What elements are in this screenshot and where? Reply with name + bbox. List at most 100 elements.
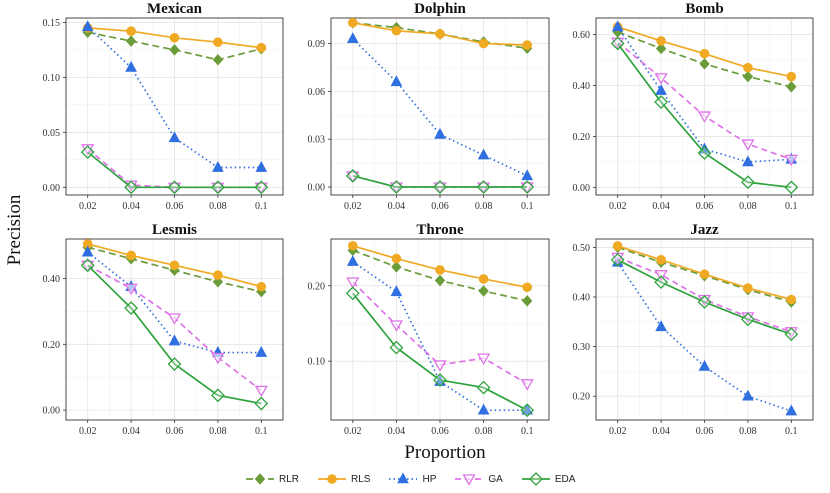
legend-item-hp: HP xyxy=(388,472,436,486)
point-eda xyxy=(654,95,669,109)
point-eda xyxy=(389,340,404,355)
y-tick-label: 0.06 xyxy=(308,87,326,98)
x-tick-label: 0.04 xyxy=(388,201,406,212)
point-hp xyxy=(125,60,137,72)
point-rls xyxy=(699,48,710,59)
point-rls xyxy=(169,32,180,43)
legend-marker-rlr xyxy=(254,473,266,485)
point-eda xyxy=(124,180,139,195)
point-rls xyxy=(435,29,445,39)
point-eda xyxy=(740,312,755,327)
legend-swatch xyxy=(318,474,347,484)
point-eda xyxy=(784,180,799,195)
series-line-eda xyxy=(617,42,792,189)
point-ga xyxy=(654,73,668,85)
point-ga xyxy=(167,313,182,325)
x-tick-label: 0.06 xyxy=(166,426,184,437)
point-rlr xyxy=(212,54,224,66)
point-rls xyxy=(126,26,136,36)
point-hp xyxy=(346,255,359,266)
x-tick-label: 0.1 xyxy=(255,201,268,212)
point-eda xyxy=(476,380,491,395)
y-tick-label: 0.40 xyxy=(573,293,591,304)
x-tick-label: 0.08 xyxy=(739,426,757,437)
point-hp xyxy=(742,389,754,401)
legend-item-rls: RLS xyxy=(317,472,370,486)
legend-marker-eda xyxy=(528,472,543,486)
point-hp xyxy=(785,404,798,416)
y-tick-label: 0.20 xyxy=(308,281,326,292)
panel-bomb: Bomb 0.02 0.04 0.06 0.08 0.1 0.00 0.20 0.40 0.60 xyxy=(573,1,814,212)
x-tick-label: 0.1 xyxy=(521,426,534,437)
point-hp xyxy=(212,160,224,172)
point-ga xyxy=(784,154,798,167)
x-tick-label: 0.06 xyxy=(166,201,184,212)
y-tick-label: 0.10 xyxy=(43,73,61,84)
point-ga xyxy=(124,283,138,296)
y-tick-label: 0.00 xyxy=(308,183,326,194)
series-line-eda xyxy=(352,292,528,411)
y-tick-label: 0.09 xyxy=(308,39,326,50)
point-eda xyxy=(254,180,269,195)
point-hp xyxy=(168,131,181,143)
x-tick-label: 0.08 xyxy=(209,201,227,212)
point-hp xyxy=(168,334,181,346)
x-tick-label: 0.06 xyxy=(696,426,714,437)
x-tick-label: 0.06 xyxy=(431,201,449,212)
point-rls xyxy=(256,281,267,292)
y-tick-label: 0.40 xyxy=(573,81,591,92)
point-rls xyxy=(612,241,623,251)
y-tick-label: 0.30 xyxy=(573,342,591,353)
point-rls xyxy=(478,274,489,284)
y-tick-label: 0.03 xyxy=(308,135,326,146)
point-rls xyxy=(743,283,753,293)
y-axis-label: Precision xyxy=(4,194,25,265)
x-tick-label: 0.1 xyxy=(785,426,798,437)
x-tick-label: 0.04 xyxy=(122,426,140,437)
point-eda xyxy=(124,301,139,316)
point-eda xyxy=(610,252,625,267)
point-rls xyxy=(522,282,533,293)
point-eda xyxy=(654,275,669,290)
point-eda xyxy=(210,180,225,195)
x-tick-label: 0.02 xyxy=(79,201,97,212)
legend: RLR RLS HP GA EDA xyxy=(245,468,593,490)
x-tick-label: 0.06 xyxy=(431,426,449,437)
y-tick-label: 0.15 xyxy=(43,18,61,29)
point-rls xyxy=(478,38,489,49)
legend-swatch xyxy=(389,472,418,484)
x-tick-label: 0.06 xyxy=(696,201,714,212)
legend-label: RLR xyxy=(279,473,300,485)
point-hp xyxy=(81,245,94,257)
point-rlr xyxy=(434,274,446,287)
panel-dolphin: Dolphin 0.02 0.04 0.06 0.08 0.1 0.00 0.03 0.06 0.… xyxy=(308,1,550,212)
point-eda xyxy=(697,146,712,160)
x-tick-label: 0.02 xyxy=(609,201,627,212)
y-tick-label: 0.20 xyxy=(43,340,61,351)
point-hp xyxy=(434,127,446,139)
point-eda xyxy=(80,258,95,273)
y-tick-label: 0.20 xyxy=(573,132,591,143)
legend-marker-ga xyxy=(462,474,477,486)
point-ga xyxy=(389,320,404,332)
panel-lesmis: Lesmis 0.02 0.04 0.06 0.08 0.1 0.00 0.20 0.40 xyxy=(43,222,284,437)
point-hp xyxy=(255,160,268,172)
point-hp xyxy=(81,20,94,32)
point-rls xyxy=(699,269,710,280)
point-rls xyxy=(126,250,136,261)
x-tick-label: 0.04 xyxy=(652,201,670,212)
figure-canvas: Precision Proportion Mexican 0.02 0.04 0.06… xyxy=(4,1,814,463)
point-hp xyxy=(390,75,403,87)
legend-swatch xyxy=(455,474,484,486)
y-tick-label: 0.00 xyxy=(43,406,61,417)
series-line-ga xyxy=(617,256,792,333)
point-rls xyxy=(743,62,753,73)
point-hp xyxy=(655,320,667,332)
point-ga xyxy=(254,385,268,398)
series-line-eda xyxy=(352,175,528,188)
point-hp xyxy=(742,155,754,167)
point-rls xyxy=(656,255,666,265)
point-eda xyxy=(167,357,182,371)
point-hp xyxy=(521,169,534,181)
point-rls xyxy=(435,265,445,275)
